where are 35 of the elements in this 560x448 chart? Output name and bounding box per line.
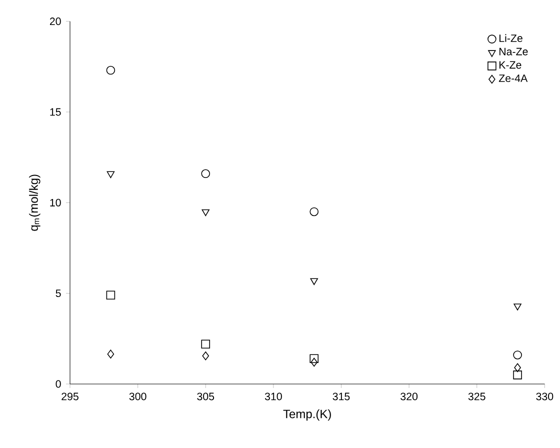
point xyxy=(106,66,116,75)
point xyxy=(310,278,318,286)
x-tick-label: 315 xyxy=(332,392,350,400)
point xyxy=(201,169,210,178)
legend-label: Ze-4A xyxy=(498,74,528,82)
point xyxy=(514,304,522,310)
point xyxy=(201,340,210,348)
y-tick-label: 5 xyxy=(56,290,61,298)
x-tick-label: 295 xyxy=(62,392,78,400)
x-tick-label: 305 xyxy=(197,392,214,400)
point xyxy=(513,350,522,360)
point xyxy=(310,358,318,367)
point xyxy=(106,171,115,178)
y-tick-label: 20 xyxy=(50,18,61,26)
x-tick-label: 325 xyxy=(468,392,486,400)
point xyxy=(107,350,114,358)
point xyxy=(310,207,319,216)
y-axis-title: q$_{m}$(mol/kg) xyxy=(29,174,40,231)
point xyxy=(106,290,116,300)
x-tick-label: 330 xyxy=(536,392,554,400)
legend-label: K-Ze xyxy=(499,61,522,69)
point xyxy=(202,209,210,216)
point xyxy=(513,370,522,380)
y-tick-label: 15 xyxy=(50,108,61,116)
y-tick-label: 0 xyxy=(56,380,61,388)
x-tick-label: 310 xyxy=(264,392,282,400)
y-tick-label: 10 xyxy=(50,198,61,206)
legend-label: Li-Ze xyxy=(499,34,522,42)
x-axis-title: Temp.(K) xyxy=(283,409,331,421)
point xyxy=(202,351,210,360)
x-tick-label: 320 xyxy=(400,392,418,400)
legend-label: Na-Ze xyxy=(499,48,528,56)
point xyxy=(514,363,521,372)
x-tick-label: 300 xyxy=(129,392,146,400)
point xyxy=(310,354,319,363)
